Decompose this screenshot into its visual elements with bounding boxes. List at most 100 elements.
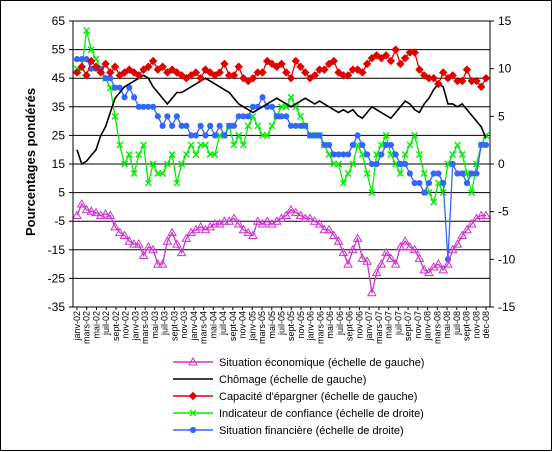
data-point (173, 179, 181, 187)
data-point (401, 150, 409, 158)
x-tick-label: janv-04 (189, 311, 199, 342)
data-point (126, 84, 133, 91)
data-point (101, 59, 110, 69)
data-point (230, 141, 238, 149)
data-point (376, 259, 387, 268)
data-point (134, 71, 144, 80)
x-tick-label: déc-08 (481, 311, 491, 339)
data-point (229, 71, 239, 80)
x-tick-label: mars-08 (432, 311, 442, 344)
x-tick-label: juil-07 (393, 311, 403, 336)
data-point (434, 79, 443, 89)
data-point (178, 160, 186, 168)
data-point (87, 56, 96, 66)
data-point (310, 71, 319, 80)
data-point (116, 84, 123, 91)
data-point (458, 150, 466, 158)
data-point (154, 113, 161, 120)
data-point (191, 68, 201, 77)
data-point (476, 210, 487, 219)
data-point (335, 160, 343, 168)
data-point (343, 259, 353, 268)
data-point (309, 216, 320, 225)
data-point (216, 122, 223, 129)
x-tick-label: juil-05 (277, 311, 287, 336)
data-point (110, 62, 120, 71)
data-point (211, 132, 219, 139)
data-point (249, 112, 257, 120)
data-point (135, 150, 143, 158)
data-point (263, 131, 271, 139)
x-tick-label: nov-02 (121, 311, 131, 339)
data-point (257, 219, 268, 228)
data-point (477, 82, 486, 91)
data-point (234, 62, 243, 71)
data-point (392, 151, 399, 158)
data-point (363, 170, 371, 178)
x-axis-tick-labels: janv-02 mars-02 mai-02 juil-02 sept-02 nov-02… (72, 307, 491, 344)
data-point (296, 62, 305, 71)
data-point (425, 179, 433, 187)
data-point (183, 122, 190, 129)
x-tick-label: nov-05 (296, 311, 306, 339)
data-point (463, 179, 471, 187)
data-point (81, 204, 92, 214)
data-point (210, 219, 220, 228)
data-point (130, 170, 138, 178)
data-point (159, 170, 167, 178)
data-point (172, 239, 182, 248)
data-point (168, 150, 176, 158)
data-point (130, 94, 138, 101)
left-tick-label: -25 (48, 271, 66, 285)
legend-label: Indicateur de confiance (échelle de droi… (219, 408, 424, 420)
series-layer (72, 27, 491, 297)
data-point (192, 150, 200, 158)
legend-item: Chômage (échelle de gauche) (173, 374, 366, 386)
data-point (162, 236, 173, 245)
data-point (144, 179, 152, 187)
left-tick-label: 15 (52, 157, 66, 171)
data-point (448, 71, 457, 80)
data-point (181, 233, 192, 242)
data-point (290, 207, 301, 217)
x-tick-label: mars-06 (315, 311, 325, 344)
data-point (152, 259, 163, 268)
data-point (357, 253, 368, 262)
data-point (447, 244, 458, 254)
data-point (254, 122, 262, 130)
series-line (76, 202, 486, 293)
left-tick-label: 5 (58, 186, 65, 200)
data-point (362, 59, 372, 69)
data-point (368, 189, 376, 197)
right-tick-label: -10 (498, 252, 516, 266)
data-point (114, 227, 125, 237)
x-tick-label: nov-08 (471, 311, 481, 339)
data-point (148, 244, 158, 254)
right-tick-label: 15 (498, 14, 512, 28)
x-tick-label: mai-04 (208, 311, 218, 339)
data-point (400, 53, 410, 63)
data-point (116, 141, 124, 149)
data-point (72, 210, 82, 219)
data-point (215, 68, 224, 77)
right-tick-label: 0 (498, 157, 505, 171)
data-point (245, 113, 252, 120)
legend-item: Capacité d'épargner (échelle de gauche) (173, 391, 417, 403)
data-point (391, 45, 400, 54)
data-point (438, 68, 448, 77)
data-point (349, 160, 357, 168)
data-point (343, 71, 353, 80)
right-tick-label: -15 (498, 300, 516, 314)
x-tick-label: janv-08 (423, 311, 433, 342)
left-tick-label: 45 (52, 71, 66, 85)
data-point (121, 160, 129, 168)
data-point (371, 267, 382, 277)
left-tick-label: -35 (48, 300, 66, 314)
left-tick-label: -15 (48, 243, 66, 257)
x-tick-label: juil-06 (335, 311, 345, 336)
data-point (72, 68, 82, 77)
right-tick-label: -5 (498, 205, 509, 219)
data-point (233, 219, 244, 228)
data-point (291, 56, 300, 66)
data-point (396, 170, 404, 178)
